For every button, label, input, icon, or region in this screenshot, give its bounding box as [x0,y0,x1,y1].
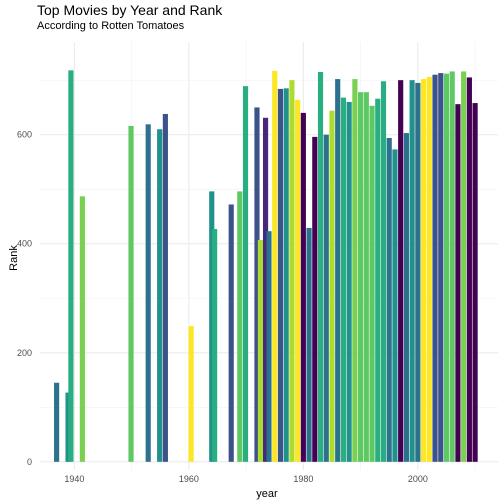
bar [461,71,467,462]
y-tick-label: 0 [27,457,32,467]
bar [358,92,364,462]
chart-subtitle: According to Rotten Tomatoes [37,20,185,32]
bar [375,98,381,462]
bar [128,125,134,462]
bar [188,326,194,462]
bar [466,77,472,462]
bar [317,71,324,462]
bar [79,196,85,462]
bar [295,99,301,462]
bar [335,79,341,462]
bar [352,79,358,462]
bar [363,92,369,462]
bar [300,112,306,462]
bar [346,101,352,462]
bar [340,97,347,462]
bar [415,82,421,462]
bar [323,134,329,462]
bar [145,124,151,462]
bar [329,110,335,462]
bar [289,80,295,462]
bar [283,88,289,462]
bar [162,113,168,462]
bar [306,227,312,462]
bar [438,73,444,462]
bar [228,204,234,462]
bar [449,71,455,462]
bar [380,81,387,462]
x-tick-label: 1960 [179,474,199,484]
y-tick-label: 600 [17,130,32,140]
bar [212,229,218,462]
bar [398,80,404,462]
y-tick-label: 200 [17,348,32,358]
chart-title: Top Movies by Year and Rank [37,2,223,18]
y-tick-label: 400 [17,239,32,249]
bar [386,137,392,462]
bar [237,191,243,462]
bars [54,70,478,462]
bar [68,70,74,462]
bar [65,392,71,462]
bar [262,117,269,462]
bar [312,136,318,462]
bar [272,70,278,462]
bar [242,86,249,462]
bar [472,103,478,462]
bar [443,73,450,462]
bar [266,231,272,462]
bar [54,382,60,462]
bar [455,104,461,462]
x-tick-label: 1940 [64,474,84,484]
bar [392,149,398,462]
bar [420,79,427,462]
x-axis-label: year [256,488,278,500]
bar [277,88,284,462]
x-tick-label: 2000 [408,474,428,484]
bar [209,191,215,462]
bar [426,76,432,462]
bar [369,105,375,462]
bar [432,74,438,462]
y-axis-ticks: 0 200 400 600 [17,130,32,467]
x-tick-label: 1980 [293,474,313,484]
x-axis-ticks: 1940 1960 1980 2000 [64,474,428,484]
bar [254,107,260,462]
bar [157,129,163,462]
bar [403,133,409,462]
bar [257,239,263,462]
bar [409,80,415,462]
